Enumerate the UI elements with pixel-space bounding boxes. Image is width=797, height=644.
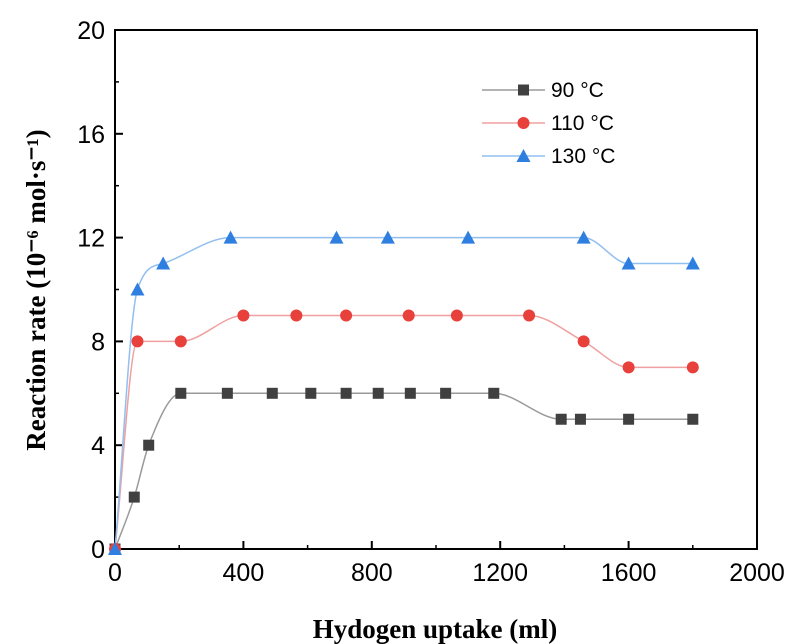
- data-point-series-1: [221, 387, 233, 399]
- y-tick-label: 0: [91, 536, 105, 564]
- data-point-series-1: [623, 413, 635, 425]
- data-point-series-1: [175, 387, 187, 399]
- data-point-series-3: [461, 230, 476, 244]
- y-tick-label: 12: [77, 225, 105, 253]
- x-tick-label: 1200: [472, 559, 528, 587]
- legend-label-2: 110 °C: [551, 112, 614, 135]
- data-point-series-1: [440, 387, 452, 399]
- data-point-series-2: [340, 309, 353, 322]
- x-axis-title: Hydogen uptake (ml): [313, 614, 558, 644]
- data-point-series-1: [128, 491, 140, 503]
- x-tick-label: 2000: [729, 559, 785, 587]
- data-point-series-2: [622, 361, 635, 374]
- data-point-series-3: [223, 230, 238, 244]
- data-point-series-2: [450, 309, 463, 322]
- plot-frame: [114, 29, 758, 550]
- data-point-series-1: [687, 413, 699, 425]
- data-point-series-1: [574, 413, 586, 425]
- fit-curves: [114, 236, 693, 550]
- x-tick-label: 800: [351, 559, 393, 587]
- data-point-series-3: [380, 230, 395, 244]
- data-point-series-1: [488, 387, 500, 399]
- data-point-series-3: [685, 256, 700, 270]
- series-curve-2: [114, 314, 693, 550]
- data-point-series-3: [621, 256, 636, 270]
- data-point-series-1: [340, 387, 352, 399]
- data-point-series-1: [555, 413, 567, 425]
- y-axis-title: Reaction rate (10⁻⁶ mol·s⁻¹): [21, 129, 51, 450]
- data-point-series-1: [305, 387, 317, 399]
- data-point-series-2: [577, 335, 590, 348]
- axes: 0 400 800 1200 1600 2000 0 4 8 12 16 20: [77, 17, 785, 587]
- data-point-series-2: [290, 309, 303, 322]
- legend: 90 °C 110 °C 130 °C: [482, 79, 615, 168]
- data-point-series-3: [329, 230, 344, 244]
- data-point-series-1: [266, 387, 278, 399]
- y-tick-label: 20: [77, 17, 105, 45]
- data-point-series-2: [686, 361, 699, 374]
- data-point-series-1: [372, 387, 384, 399]
- data-point-series-2: [402, 309, 415, 322]
- y-tick-label: 4: [91, 432, 105, 460]
- data-point-series-1: [143, 439, 155, 451]
- x-tick-label: 0: [108, 559, 122, 587]
- data-point-series-2: [174, 335, 187, 348]
- data-point-series-3: [576, 230, 591, 244]
- data-point-series-3: [130, 282, 145, 296]
- x-tick-label: 400: [223, 559, 265, 587]
- data-point-series-3: [108, 542, 122, 555]
- legend-marker-2: [517, 117, 530, 129]
- data-points: [108, 230, 700, 555]
- data-point-series-2: [237, 309, 250, 322]
- data-point-series-2: [523, 309, 536, 322]
- legend-marker-3: [516, 149, 531, 162]
- legend-label-3: 130 °C: [551, 145, 615, 168]
- data-point-series-2: [131, 335, 144, 348]
- y-tick-label: 8: [91, 328, 105, 356]
- data-point-series-3: [156, 256, 171, 270]
- y-tick-label: 16: [77, 121, 105, 149]
- legend-label-1: 90 °C: [551, 79, 604, 102]
- series-curve-1: [114, 392, 693, 550]
- x-tick-label: 1600: [601, 559, 657, 587]
- legend-marker-1: [518, 84, 529, 96]
- data-point-series-1: [404, 387, 416, 399]
